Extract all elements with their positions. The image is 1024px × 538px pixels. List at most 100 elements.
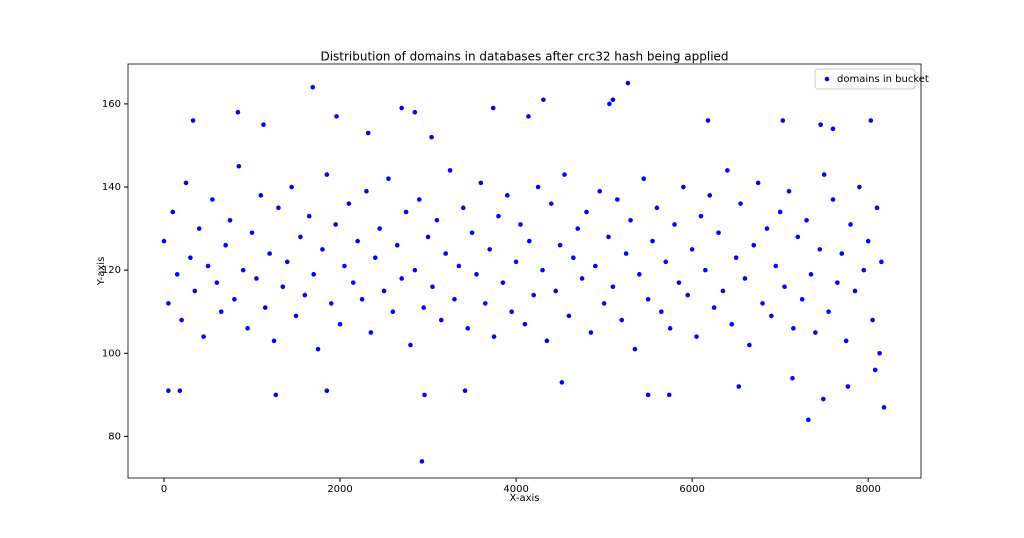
point bbox=[438, 317, 444, 323]
point bbox=[672, 222, 677, 227]
point bbox=[705, 118, 711, 123]
point bbox=[333, 222, 338, 227]
point bbox=[522, 321, 528, 327]
point bbox=[205, 263, 211, 269]
point bbox=[324, 172, 330, 177]
point bbox=[302, 292, 308, 298]
point bbox=[716, 230, 721, 236]
point bbox=[830, 126, 836, 132]
point bbox=[830, 197, 836, 202]
point bbox=[513, 259, 519, 265]
point bbox=[422, 392, 427, 398]
point bbox=[791, 326, 796, 331]
y-tick-label: 80 bbox=[108, 431, 121, 442]
point bbox=[839, 251, 845, 256]
point bbox=[245, 326, 250, 331]
point bbox=[408, 342, 413, 348]
x-tick-label: 2000 bbox=[327, 484, 352, 495]
point bbox=[227, 217, 233, 223]
point bbox=[597, 188, 603, 194]
chart-title: Distribution of domains in databases aft… bbox=[320, 50, 728, 64]
point bbox=[170, 209, 176, 215]
point bbox=[334, 114, 339, 119]
point bbox=[637, 272, 642, 277]
point bbox=[584, 209, 589, 215]
point bbox=[733, 255, 739, 260]
point bbox=[386, 176, 391, 182]
point bbox=[818, 122, 823, 127]
point bbox=[804, 217, 809, 223]
point bbox=[549, 201, 554, 206]
point bbox=[632, 346, 638, 352]
x-tick-label: 6000 bbox=[679, 484, 704, 495]
point bbox=[848, 222, 853, 227]
x-tick-label: 4000 bbox=[503, 484, 528, 495]
point bbox=[535, 184, 541, 190]
y-tick-label: 160 bbox=[102, 99, 121, 110]
point bbox=[729, 321, 735, 327]
point bbox=[166, 301, 171, 306]
point bbox=[877, 351, 882, 356]
point bbox=[218, 309, 224, 315]
point bbox=[575, 226, 581, 231]
point bbox=[183, 180, 189, 186]
point bbox=[663, 259, 669, 265]
point bbox=[769, 313, 774, 319]
point bbox=[254, 276, 259, 281]
point bbox=[425, 234, 431, 240]
point bbox=[261, 122, 266, 127]
point bbox=[666, 392, 672, 398]
point bbox=[751, 242, 757, 248]
point bbox=[645, 296, 651, 302]
point bbox=[755, 180, 761, 186]
point bbox=[562, 172, 567, 177]
y-axis-label: Y-axis bbox=[96, 257, 107, 287]
point bbox=[588, 330, 594, 335]
point bbox=[872, 367, 878, 373]
point bbox=[610, 97, 616, 103]
point bbox=[619, 317, 625, 323]
point bbox=[820, 396, 826, 402]
point bbox=[412, 109, 418, 115]
legend-marker bbox=[824, 76, 830, 82]
point bbox=[764, 226, 770, 231]
point bbox=[328, 301, 334, 306]
point bbox=[711, 305, 717, 310]
point bbox=[267, 251, 272, 256]
point bbox=[258, 193, 264, 198]
point bbox=[487, 247, 492, 252]
x-tick-label: 8000 bbox=[855, 484, 880, 495]
point bbox=[615, 197, 620, 202]
point bbox=[703, 267, 708, 273]
x-axis-label: X-axis bbox=[510, 493, 540, 504]
point bbox=[365, 130, 371, 136]
point bbox=[874, 205, 880, 211]
point bbox=[462, 388, 468, 394]
point bbox=[394, 242, 400, 248]
point bbox=[430, 284, 435, 290]
point bbox=[447, 168, 453, 173]
point bbox=[870, 317, 875, 323]
point bbox=[232, 296, 237, 302]
x-tick-label: 0 bbox=[161, 484, 167, 495]
point bbox=[289, 184, 294, 190]
y-tick-label: 140 bbox=[102, 182, 121, 193]
point bbox=[628, 217, 633, 223]
point bbox=[482, 301, 488, 306]
point bbox=[249, 230, 255, 236]
point bbox=[280, 284, 286, 290]
point bbox=[845, 384, 851, 389]
point bbox=[861, 267, 867, 273]
point bbox=[174, 272, 180, 277]
point bbox=[821, 172, 827, 177]
point bbox=[210, 197, 215, 202]
point bbox=[399, 105, 404, 111]
point bbox=[490, 105, 496, 111]
point bbox=[474, 272, 479, 277]
point bbox=[526, 114, 531, 119]
axes-frame bbox=[127, 63, 922, 479]
point bbox=[676, 280, 682, 285]
point bbox=[843, 338, 849, 344]
